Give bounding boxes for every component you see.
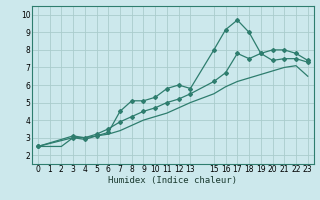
X-axis label: Humidex (Indice chaleur): Humidex (Indice chaleur) [108, 176, 237, 185]
